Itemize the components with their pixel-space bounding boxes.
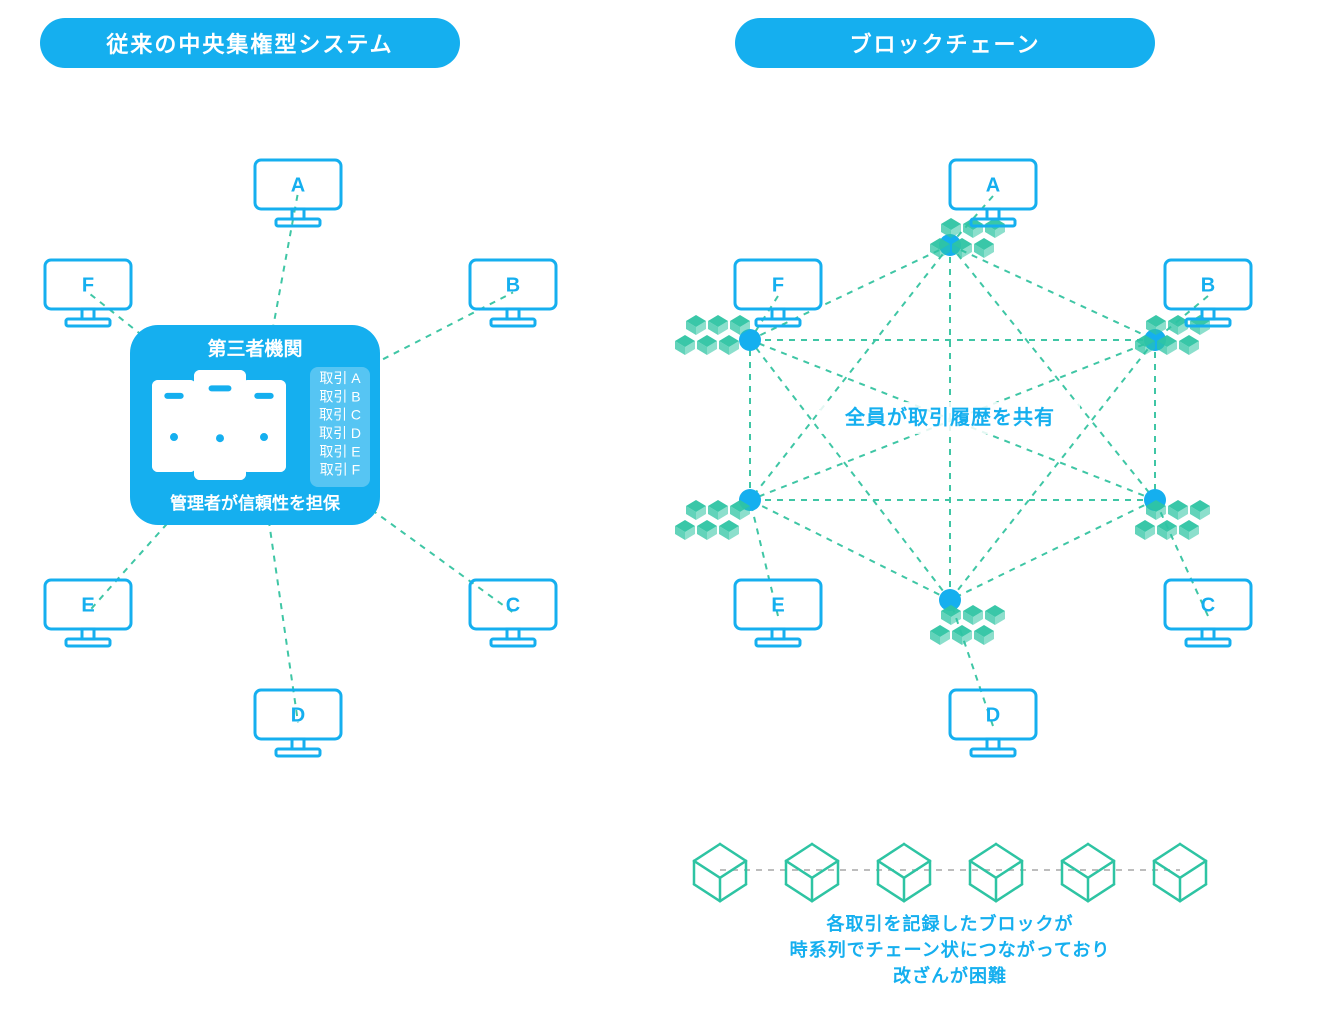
monitor-label: E	[81, 594, 94, 616]
center-share-text: 全員が取引履歴を共有	[844, 405, 1055, 429]
server-icon	[194, 370, 246, 480]
txn-list-item: 取引 F	[320, 462, 360, 478]
monitor-label: A	[986, 174, 1000, 196]
monitor-icon: D	[950, 690, 1036, 756]
diagram-stage: 従来の中央集権型システム ブロックチェーン 第三者機関管理者が信頼性を担保取引 …	[0, 0, 1340, 1020]
monitor-icon: F	[735, 260, 821, 326]
dashed-connection	[750, 500, 950, 600]
monitor-label: B	[506, 274, 520, 296]
block-chain-row: 各取引を記録したブロックが時系列でチェーン状につながっており改ざんが困難	[694, 844, 1206, 986]
monitor-label: A	[291, 174, 305, 196]
txn-list-item: 取引 D	[319, 425, 361, 441]
dashed-connection	[950, 500, 1155, 600]
server-icon	[242, 380, 286, 472]
monitor-label: F	[82, 274, 94, 296]
monitor-icon: A	[950, 160, 1036, 226]
dashed-connection	[950, 245, 1155, 500]
monitor-icon: D	[255, 690, 341, 756]
monitor-label: D	[291, 704, 305, 726]
txn-list-item: 取引 C	[319, 407, 361, 423]
monitor-label: C	[1201, 594, 1215, 616]
cube-cluster-icon	[930, 605, 1005, 645]
monitor-label: F	[772, 274, 784, 296]
dashed-connection	[950, 340, 1155, 600]
monitor-icon: E	[45, 580, 131, 646]
chain-footer-line: 改ざんが困難	[893, 965, 1007, 986]
block-cube-icon	[878, 844, 930, 901]
monitor-icon: E	[735, 580, 821, 646]
cube-cluster-icon	[675, 500, 750, 540]
monitor-icon: C	[1165, 580, 1251, 646]
cube-cluster-icon	[675, 315, 750, 355]
chain-footer-line: 時系列でチェーン状につながっており	[790, 939, 1111, 960]
monitor-icon: A	[255, 160, 341, 226]
block-cube-icon	[1062, 844, 1114, 901]
central-footer: 管理者が信頼性を担保	[170, 493, 341, 513]
central-title: 第三者機関	[207, 337, 302, 360]
monitor-icon: F	[45, 260, 131, 326]
txn-list-item: 取引 A	[319, 370, 361, 386]
block-cube-icon	[1154, 844, 1206, 901]
cube-cluster-icon	[1135, 500, 1210, 540]
txn-list-item: 取引 B	[319, 388, 360, 404]
left-diagram: 第三者機関管理者が信頼性を担保 取引 A 取引 B 取引 C 取引 D 取引 E 取引 F	[88, 192, 513, 722]
txn-list-item: 取引 E	[319, 443, 360, 459]
block-cube-icon	[786, 844, 838, 901]
cube-cluster-icon	[930, 218, 1005, 258]
monitor-label: D	[986, 704, 1000, 726]
diagram-svg: 第三者機関管理者が信頼性を担保 取引 A 取引 B 取引 C 取引 D 取引 E 取引 F A…	[0, 0, 1340, 1020]
block-cube-icon	[694, 844, 746, 901]
server-icon	[152, 380, 196, 472]
block-cube-icon	[970, 844, 1022, 901]
monitor-label: C	[506, 594, 520, 616]
monitor-icon: B	[470, 260, 556, 326]
chain-footer-line: 各取引を記録したブロックが	[826, 913, 1074, 934]
monitor-label: E	[771, 594, 784, 616]
monitor-label: B	[1201, 274, 1215, 296]
dashed-connection	[950, 245, 1155, 340]
